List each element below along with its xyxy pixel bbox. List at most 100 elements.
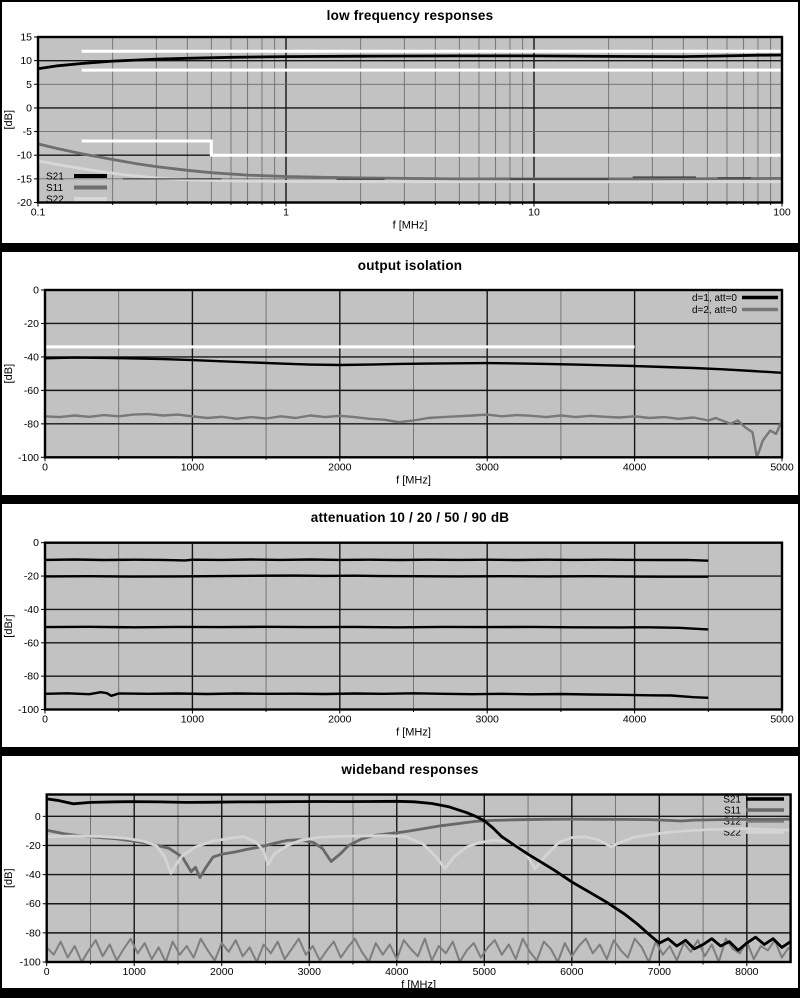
legend-label: S21 [46,172,64,183]
y-tick-label: -20 [24,318,39,330]
legend-label: S11 [724,806,741,817]
legend-label: d=2, att=0 [692,305,737,316]
series-S11 [46,817,791,879]
x-tick-label: 4000 [385,966,409,978]
y-axis-label: [dB] [3,364,15,384]
x-tick-label: 0 [42,461,48,473]
series-group [37,49,783,184]
chart-title-wideband: wideband responses [341,762,479,777]
chart-title-low-frequency: low frequency responses [326,8,494,23]
x-tick-label: 4000 [623,714,647,726]
plot-area [38,37,782,203]
y-tick-label: 5 [26,79,32,91]
x-tick-label: 1000 [181,461,205,473]
plot-border [45,793,792,964]
y-tick-label: 0 [33,285,39,297]
y-tick-label: -60 [24,385,39,397]
series-group [44,558,709,699]
x-axis-label: f [MHz] [393,220,428,232]
series-S22 [46,827,791,875]
y-tick-label: -80 [24,418,39,430]
series-att-10dB [44,558,709,562]
panel-low-frequency-responses: low frequency responses 0.1 1 10 100 15 10 5 0 -… [0,2,800,243]
series-d2-att0 [44,412,783,459]
x-tick-label: 0 [44,966,50,978]
y-tick-label: 0 [35,811,41,823]
y-tick-label: -5 [23,126,32,138]
x-axis-label: f [MHz] [396,727,431,739]
panel-output-isolation: output isolation 0 1000 2000 3000 4000 5000 0 -… [0,252,800,495]
legend-label: S22 [723,828,741,839]
x-axis-label: f [MHz] [396,474,431,486]
series-S22 [37,159,782,184]
y-tick-label: -10 [17,150,32,162]
x-tick-label: 5000 [770,461,794,473]
y-tick-label: -20 [17,197,32,209]
x-tick-label: 3000 [476,714,500,726]
x-tick-label: 2000 [210,966,234,978]
x-axis-label: f [MHz] [401,979,436,988]
series-spec-limit-return-loss [81,139,782,157]
panel-wideband-responses: wideband responses 0 1000 2000 3000 4000 5000… [0,756,800,988]
legend-label: S21 [723,795,741,806]
x-tick-label: 1 [283,207,289,219]
x-tick-label: 1000 [123,966,147,978]
y-tick-label: -80 [24,671,39,683]
x-tick-label: 2000 [328,461,352,473]
series-d1-att0 [44,356,783,374]
x-tick-label: 0.1 [31,207,46,219]
plot-border [36,35,784,204]
y-tick-label: -40 [24,604,39,616]
y-tick-label: -100 [18,704,39,716]
legend-label: d=1, att=0 [692,293,737,304]
x-tick-label: 0 [42,714,48,726]
series-group [45,797,792,963]
x-tick-label: 7000 [648,966,672,978]
x-tick-label: 5000 [473,966,497,978]
x-tick-label: 100 [773,207,791,219]
plot-area [46,794,791,962]
series-att-20dB [44,574,709,578]
x-tick-label: 1000 [181,714,205,726]
y-tick-label: 0 [26,102,32,114]
x-tick-label: 2000 [328,714,352,726]
y-tick-label: -40 [24,351,39,363]
plot-border [43,541,784,711]
x-tick-label: 4000 [623,461,647,473]
y-axis-label: [dB] [3,110,15,130]
panel-attenuation: attenuation 10 / 20 / 50 / 90 dB 0 1000 20… [0,504,800,747]
y-axis-label: [dB] [3,868,15,888]
chart-attenuation: 0 1000 2000 3000 4000 5000 0 -20 -40 -60 -80 -100 f … [3,537,794,739]
legend-label: S12 [723,817,741,828]
y-tick-label: -40 [26,869,41,881]
chart-wideband-responses: 0 1000 2000 3000 4000 5000 6000 7000 8000 0 -20 -40… [3,793,792,988]
y-tick-label: 15 [20,32,32,44]
x-tick-label: 3000 [298,966,322,978]
y-tick-label: -20 [26,840,41,852]
series-S21 [37,53,783,71]
legend-label: S11 [46,183,63,194]
y-tick-label: -60 [24,637,39,649]
series-S21 [46,797,792,952]
y-tick-label: -80 [26,927,41,939]
series-group [44,345,783,459]
series-att-90dB [44,690,709,699]
x-tick-label: 8000 [735,966,759,978]
series-S12-noise-floor [45,937,790,963]
x-tick-label: 10 [528,207,540,219]
y-axis-label: [dBr] [3,614,15,637]
chart-title-output-isolation: output isolation [357,258,463,273]
y-tick-label: -60 [26,898,41,910]
x-tick-label: 5000 [770,714,794,726]
legend-label: S22 [46,195,64,206]
chart-low-frequency-responses: 0.1 1 10 100 15 10 5 0 -5 -10 -15 -20 f [MHz] [dB] S21… [3,32,791,232]
x-tick-label: 3000 [476,461,500,473]
chart-title-attenuation: attenuation 10 / 20 / 50 / 90 dB [310,510,510,525]
series-att-50dB [44,625,709,631]
y-tick-label: -20 [24,571,39,583]
chart-output-isolation: 0 1000 2000 3000 4000 5000 0 -20 -40 -60 -80 -100 f … [3,285,794,487]
plot-border [43,288,784,459]
y-tick-label: -100 [20,957,41,969]
y-tick-label: 0 [33,537,39,549]
